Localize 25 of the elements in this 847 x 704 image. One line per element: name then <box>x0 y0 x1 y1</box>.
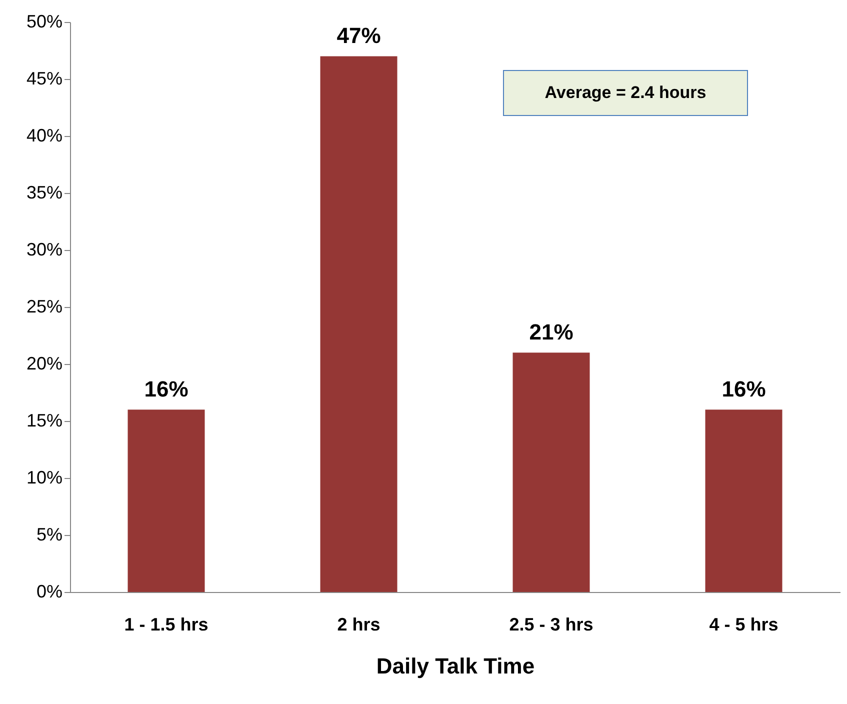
bar <box>512 352 590 592</box>
note-box: Average = 2.4 hours <box>503 70 748 116</box>
y-tick-label: 35% <box>26 182 62 202</box>
bar <box>128 410 205 592</box>
data-label: 16% <box>722 376 766 402</box>
x-tick-label: 4 - 5 hrs <box>709 614 778 634</box>
y-tick-label: 40% <box>26 126 62 146</box>
y-tick-label: 5% <box>36 524 62 544</box>
y-tick-label: 30% <box>26 240 62 260</box>
data-label: 21% <box>529 320 574 345</box>
y-tick-label: 10% <box>26 468 62 488</box>
y-tick-label: 20% <box>26 354 62 374</box>
y-tick-label: 45% <box>26 68 62 88</box>
y-tick-label: 15% <box>26 410 62 430</box>
x-axis-title: Daily Talk Time <box>376 654 535 678</box>
bar <box>320 56 398 592</box>
y-tick-label: 50% <box>26 12 62 32</box>
y-tick-label: 25% <box>26 296 62 316</box>
y-tick-label: 0% <box>36 582 62 602</box>
bar <box>705 410 782 592</box>
x-tick-label: 1 - 1.5 hrs <box>124 614 208 634</box>
x-tick-label: 2.5 - 3 hrs <box>509 614 594 634</box>
data-label: 16% <box>144 376 188 402</box>
data-label: 47% <box>336 23 381 48</box>
x-tick-label: 2 hrs <box>337 614 380 634</box>
